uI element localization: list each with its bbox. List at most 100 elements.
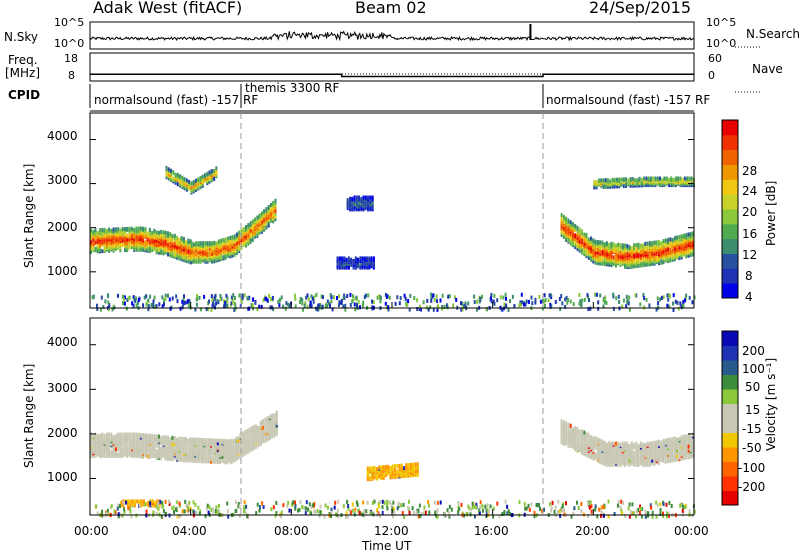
power-cell (617, 242, 620, 247)
power-cell (359, 305, 361, 310)
power-cell (418, 306, 421, 311)
power-cell (643, 183, 646, 188)
power-cell (634, 178, 637, 183)
velocity-cell (676, 456, 679, 461)
power-cell (240, 299, 243, 304)
velocity-cell (148, 453, 151, 458)
power-cell (142, 237, 145, 242)
power-cell (208, 299, 210, 304)
velocity-cell (685, 455, 688, 460)
power-cell (117, 229, 120, 234)
power-cell (181, 178, 184, 183)
power-cells (90, 165, 696, 312)
power-cell (441, 306, 443, 311)
velocity-cell (180, 446, 183, 451)
velocity-cell (108, 437, 111, 442)
velocity-cell (253, 442, 256, 446)
power-cell (226, 239, 229, 244)
power-cell (182, 236, 185, 241)
power-cell (152, 299, 155, 304)
power-cell (678, 256, 681, 261)
velocity-cell (560, 419, 563, 424)
power-cell (399, 296, 402, 301)
power-cell (320, 294, 323, 299)
power-cell (211, 249, 214, 254)
power-cell (331, 307, 334, 312)
power-cell (194, 307, 197, 312)
power-cell (294, 297, 297, 301)
velocity-cell (658, 454, 660, 459)
power-cell (587, 251, 590, 256)
power-cell (672, 177, 675, 182)
power-cell (229, 235, 232, 240)
power-cell (642, 257, 645, 262)
velocity-cell (581, 429, 583, 434)
velocity-cell (160, 436, 163, 441)
velocity-cell (244, 430, 246, 435)
power-cell (150, 303, 153, 307)
power-cell (687, 235, 690, 240)
power-cell (585, 244, 588, 249)
power-cell (185, 254, 188, 259)
velocity-cell (228, 439, 231, 444)
power-cell (269, 305, 272, 310)
velocity-cell (682, 446, 685, 451)
power-cell (617, 294, 620, 299)
velocity-cell (266, 429, 269, 434)
power-cell (362, 202, 365, 207)
power-cell (344, 307, 347, 312)
power-cell (160, 232, 163, 237)
power-cell (254, 300, 257, 305)
power-cell (627, 301, 630, 306)
velocity-cell (121, 441, 124, 446)
power-cell (610, 253, 613, 258)
power-cell (416, 307, 419, 311)
power-cell (485, 307, 488, 312)
power-cell (294, 293, 296, 298)
power-cell (135, 246, 138, 251)
power-cell (651, 240, 654, 245)
power-cell (624, 251, 626, 256)
power-cell (238, 246, 241, 251)
velocity-cell (565, 421, 568, 426)
power-cell (226, 296, 229, 301)
power-cell (667, 249, 670, 254)
power-cell (269, 297, 272, 302)
velocity-cell (185, 437, 188, 442)
power-cell (435, 294, 438, 299)
velocity-cell (90, 443, 92, 448)
velocity-cell (628, 454, 631, 459)
power-cell (165, 171, 168, 176)
velocity-cell (655, 450, 658, 455)
velocity-cell (185, 441, 188, 446)
power-cell (668, 177, 671, 182)
power-cell (626, 251, 629, 256)
power-cell (206, 245, 209, 250)
power-cell (213, 171, 216, 176)
velocity-cell (569, 423, 572, 428)
power-cell (322, 295, 324, 300)
power-cell (119, 228, 122, 233)
power-cell (605, 300, 608, 305)
power-cell (110, 231, 113, 236)
velocity-cell (207, 451, 210, 456)
velocity-cell (273, 425, 276, 430)
power-cell (569, 232, 572, 237)
power-cell (649, 241, 651, 246)
power-cell (342, 304, 345, 309)
power-cell (125, 306, 128, 311)
power-cell (167, 252, 169, 257)
power-cell (211, 258, 214, 263)
power-cell (688, 176, 691, 181)
velocity-cell (578, 429, 581, 434)
velocity-cell (219, 445, 222, 450)
power-cell (605, 247, 608, 252)
power-cell (265, 225, 268, 230)
power-cell (272, 307, 275, 312)
power-cell (197, 177, 200, 182)
velocity-cell (171, 438, 174, 443)
power-cell (359, 256, 362, 261)
velocity-cell (216, 454, 219, 459)
velocity-cell (203, 450, 206, 454)
velocity-cell (244, 439, 246, 444)
